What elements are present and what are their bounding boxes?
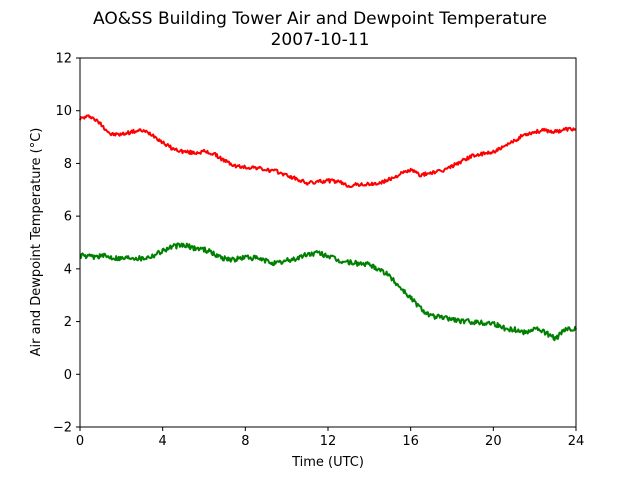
plot-area <box>79 114 577 342</box>
series-line-dewpoint-temperature <box>79 242 577 342</box>
x-tick-label: 8 <box>241 434 249 449</box>
y-tick-label: 0 <box>64 368 72 383</box>
chart-subtitle: 2007-10-11 <box>271 30 370 50</box>
y-tick-label: 10 <box>55 104 72 119</box>
chart-title: AO&SS Building Tower Air and Dewpoint Te… <box>93 9 547 29</box>
y-tick-label: 2 <box>64 315 72 330</box>
x-axis: 0 4 8 12 16 20 24 <box>76 427 584 449</box>
x-tick-label: 16 <box>402 434 419 449</box>
y-axis-label: Air and Dewpoint Temperature (°C) <box>29 128 44 357</box>
x-axis-label: Time (UTC) <box>291 455 364 470</box>
y-tick-label: 6 <box>64 210 72 225</box>
x-tick-label: 20 <box>485 434 502 449</box>
x-tick-label: 12 <box>320 434 337 449</box>
x-tick-label: 24 <box>568 434 585 449</box>
series-line-air-temperature <box>79 114 577 188</box>
y-axis: −2 0 2 4 6 8 10 12 <box>53 52 80 436</box>
y-tick-label: −2 <box>53 421 72 436</box>
y-tick-label: 12 <box>55 52 72 67</box>
x-tick-label: 4 <box>159 434 167 449</box>
y-tick-label: 8 <box>64 157 72 172</box>
x-tick-label: 0 <box>76 434 84 449</box>
y-tick-label: 4 <box>64 262 72 277</box>
